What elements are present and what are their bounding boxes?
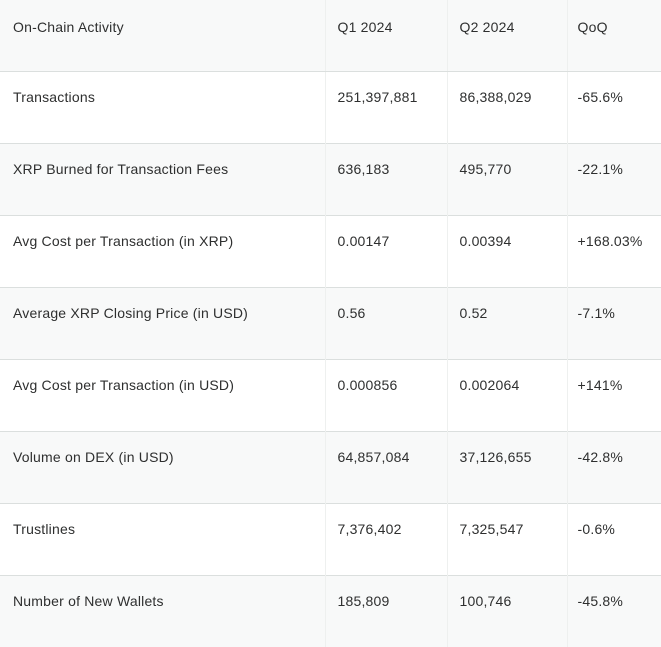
q2-2024-value: 0.52: [446, 287, 567, 359]
metric-label: XRP Burned for Transaction Fees: [13, 160, 229, 177]
q2-2024-value: 86,388,029: [446, 71, 567, 143]
metric-label: Avg Cost per Transaction (in USD): [13, 376, 235, 393]
q1-2024-value: 0.000856: [324, 359, 447, 431]
table-row: Avg Cost per Transaction (in XRP) 0.00147…: [0, 215, 661, 287]
qoq-change-value: +168.03%: [566, 215, 661, 287]
qoq-change-value: -0.6%: [566, 503, 661, 575]
q2-2024-value: 0.002064: [446, 359, 567, 431]
column-header-qoq: QoQ: [566, 0, 661, 72]
table-row: XRP Burned for Transaction Fees 636,183 49…: [0, 143, 661, 215]
q2-2024-value: 100,746: [446, 575, 567, 647]
q1-2024-value: 636,183: [324, 143, 447, 215]
metric-label: Trustlines: [13, 520, 76, 537]
table-body: Transactions 251,397,881 86,388,029 -65.6% X…: [0, 71, 661, 647]
q1-2024-value: 251,397,881: [324, 71, 447, 143]
q1-2024-value: 0.00147: [324, 215, 447, 287]
metric-label: Transactions: [13, 88, 96, 105]
metric-label: Avg Cost per Transaction (in XRP): [13, 232, 234, 249]
table-row: Volume on DEX (in USD) 64,857,084 37,126,6…: [0, 431, 661, 503]
q2-2024-value: 0.00394: [446, 215, 567, 287]
column-header-q1-2024: Q1 2024: [324, 0, 447, 72]
metric-label: Number of New Wallets: [13, 592, 164, 609]
table-row: Trustlines 7,376,402 7,325,547 -0.6%: [0, 503, 661, 575]
metric-label: Average XRP Closing Price (in USD): [13, 304, 249, 321]
qoq-change-value: -7.1%: [566, 287, 661, 359]
column-header-on-chain-activity: On-Chain Activity: [0, 0, 325, 72]
table-header-row: On-Chain Activity Q1 2024 Q2 2024 QoQ: [0, 0, 661, 72]
qoq-change-value: -65.6%: [566, 71, 661, 143]
qoq-change-value: -22.1%: [566, 143, 661, 215]
q1-2024-value: 0.56: [324, 287, 447, 359]
table-row: Number of New Wallets 185,809 100,746 -45.8…: [0, 575, 661, 647]
q2-2024-value: 7,325,547: [446, 503, 567, 575]
q2-2024-value: 495,770: [446, 143, 567, 215]
q1-2024-value: 185,809: [324, 575, 447, 647]
qoq-change-value: -42.8%: [566, 431, 661, 503]
table-row: Avg Cost per Transaction (in USD) 0.00085…: [0, 359, 661, 431]
qoq-change-value: -45.8%: [566, 575, 661, 647]
q2-2024-value: 37,126,655: [446, 431, 567, 503]
q1-2024-value: 7,376,402: [324, 503, 447, 575]
qoq-change-value: +141%: [566, 359, 661, 431]
q1-2024-value: 64,857,084: [324, 431, 447, 503]
column-header-q2-2024: Q2 2024: [446, 0, 567, 72]
table-row: Transactions 251,397,881 86,388,029 -65.6%: [0, 71, 661, 143]
table-row: Average XRP Closing Price (in USD) 0.56 0.…: [0, 287, 661, 359]
metric-label: Volume on DEX (in USD): [13, 448, 174, 465]
